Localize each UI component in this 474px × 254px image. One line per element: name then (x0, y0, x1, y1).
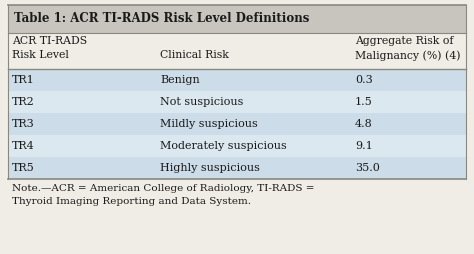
Text: Not suspicious: Not suspicious (160, 97, 243, 107)
Text: Moderately suspicious: Moderately suspicious (160, 141, 287, 151)
Text: TR2: TR2 (12, 97, 35, 107)
Text: TR1: TR1 (12, 75, 35, 85)
Text: Mildly suspicious: Mildly suspicious (160, 119, 258, 129)
Text: 0.3: 0.3 (355, 75, 373, 85)
Bar (8, 91, 466, 113)
Bar (8, 157, 466, 179)
Text: TR4: TR4 (12, 141, 35, 151)
Text: TR3: TR3 (12, 119, 35, 129)
Text: Highly suspicious: Highly suspicious (160, 163, 260, 173)
Text: 35.0: 35.0 (355, 163, 380, 173)
Text: Benign: Benign (160, 75, 200, 85)
Text: Malignancy (%) (4): Malignancy (%) (4) (355, 50, 461, 60)
Bar (8, 33, 466, 69)
Text: 9.1: 9.1 (355, 141, 373, 151)
Bar (8, 135, 466, 157)
Text: 4.8: 4.8 (355, 119, 373, 129)
Text: Clinical Risk: Clinical Risk (160, 50, 229, 60)
Bar (8, 5, 466, 33)
Text: ACR TI-RADS: ACR TI-RADS (12, 36, 87, 46)
Text: 1.5: 1.5 (355, 97, 373, 107)
Text: TR5: TR5 (12, 163, 35, 173)
Text: Risk Level: Risk Level (12, 50, 69, 60)
Text: Aggregate Risk of: Aggregate Risk of (355, 36, 454, 46)
Bar (8, 113, 466, 135)
Text: Table 1: ACR TI-RADS Risk Level Definitions: Table 1: ACR TI-RADS Risk Level Definiti… (14, 12, 310, 25)
Bar (8, 69, 466, 91)
Text: Note.—ACR = American College of Radiology, TI-RADS =
Thyroid Imaging Reporting a: Note.—ACR = American College of Radiolog… (12, 184, 315, 205)
